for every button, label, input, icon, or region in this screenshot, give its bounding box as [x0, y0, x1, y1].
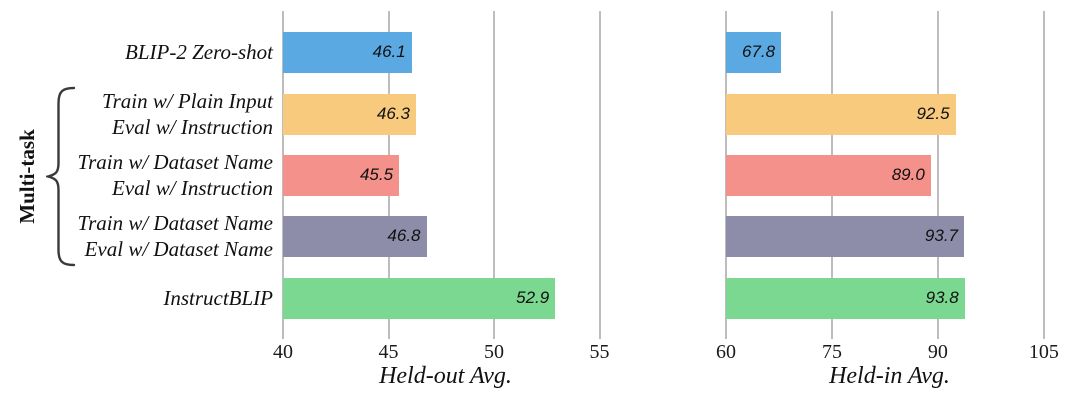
bar-panel0-row4: 52.9 [283, 277, 556, 319]
row-label-0: BLIP-2 Zero-shot [0, 39, 273, 65]
bar-value-label: 46.8 [387, 226, 421, 245]
bar-panel0-row2: 45.5 [283, 154, 400, 196]
bar-panel1-row0: 67.8 [726, 31, 782, 73]
x-tick-label: 60 [716, 341, 736, 363]
x-tick-label: 40 [273, 341, 293, 363]
bar-value-label: 93.8 [925, 288, 959, 307]
row-label-line: Train w/ Dataset Name [77, 211, 273, 235]
x-tick-label: 90 [927, 341, 948, 363]
bar-value-label: 46.3 [376, 104, 410, 123]
bar-panel1-row2: 89.0 [726, 154, 931, 196]
bar-value-label: 45.5 [359, 165, 394, 184]
bar-value-label: 52.9 [516, 288, 550, 307]
gridline [1042, 11, 1045, 339]
x-tick-label: 50 [484, 341, 505, 363]
row-label-line: Eval w/ Instruction [112, 176, 273, 200]
bar-panel1-row3: 93.7 [726, 215, 964, 257]
row-label-1: Train w/ Plain Input Eval w/ Instruction [0, 88, 273, 140]
bar-panel0-row3: 46.8 [283, 215, 427, 257]
x-tick-label: 105 [1028, 341, 1059, 363]
gridline [598, 11, 601, 339]
x-tick-label: 55 [589, 341, 610, 363]
bar-panel1-row4: 93.8 [726, 277, 965, 319]
bar-value-label: 46.1 [372, 42, 406, 61]
bar-panel0-row1: 46.3 [283, 93, 416, 135]
axis-title-held-in: Held-in Avg. [829, 363, 950, 389]
gridline [493, 11, 496, 339]
row-label-line: Eval w/ Dataset Name [84, 237, 273, 261]
bar-value-label: 67.8 [741, 42, 776, 61]
row-label-3: Train w/ Dataset Name Eval w/ Dataset Nam… [0, 210, 273, 262]
bar-panel1-row1: 92.5 [726, 93, 956, 135]
bar-value-label: 92.5 [916, 104, 950, 123]
bar-value-label: 89.0 [891, 165, 925, 184]
x-tick-label: 45 [378, 341, 399, 363]
bar-value-label: 93.7 [924, 226, 958, 245]
brace-icon [43, 86, 76, 267]
row-label-line: BLIP-2 Zero-shot [125, 40, 273, 64]
row-label-2: Train w/ Dataset Name Eval w/ Instruction [0, 149, 273, 201]
row-label-line: InstructBLIP [163, 286, 273, 310]
row-label-4: InstructBLIP [0, 285, 273, 311]
multitask-brace [43, 86, 76, 267]
row-label-line: Train w/ Dataset Name [77, 150, 273, 174]
row-label-line: Eval w/ Instruction [112, 115, 273, 139]
bar-panel0-row0: 46.1 [283, 31, 412, 73]
axis-title-held-out: Held-out Avg. [379, 363, 512, 389]
gridline [936, 11, 939, 339]
row-label-line: Train w/ Plain Input [102, 89, 273, 113]
x-tick-label: 75 [821, 341, 842, 363]
